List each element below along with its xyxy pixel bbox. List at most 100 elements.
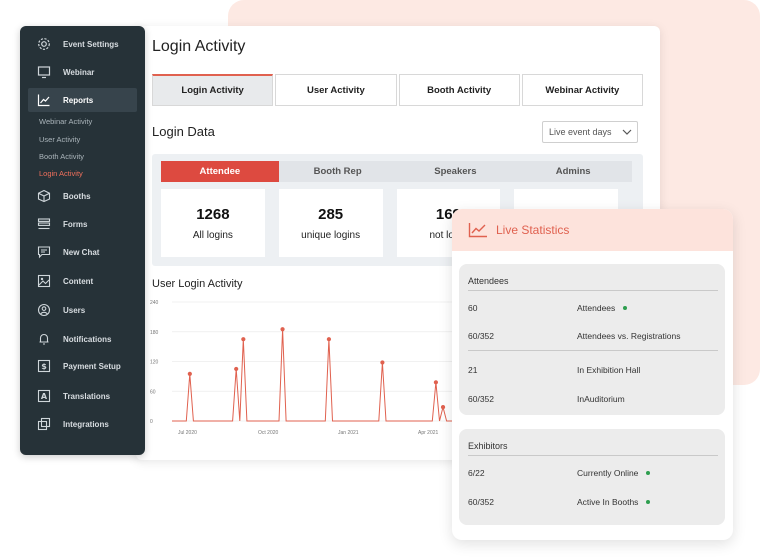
sidebar-item-content[interactable]: Content (28, 269, 137, 293)
forms-icon (37, 218, 51, 230)
sidebar-item-event-settings[interactable]: Event Settings (28, 32, 137, 56)
sidebar-item-users[interactable]: Users (28, 298, 137, 322)
x-tick-label: Jan 2021 (338, 430, 359, 436)
online-status-dot (623, 306, 628, 310)
stat-label: All logins (192, 229, 233, 241)
y-tick-label: 180 (150, 330, 159, 336)
user-login-activity-chart: 240 180 120 60 0 Jul 2020 Oct 2020 Jan 2021 Apr … (150, 300, 468, 436)
event-days-select[interactable]: Live event days (542, 121, 638, 143)
exhibitors-group-title: Exhibitors (468, 441, 508, 451)
live-statistics-header: Live Statistics (452, 209, 733, 251)
tab-webinar-activity[interactable]: Webinar Activity (521, 74, 643, 106)
sidebar-item-notifications[interactable]: Notifications (28, 327, 137, 351)
exhibitors-group: Exhibitors 6/22 Currently Online 60/352 … (459, 429, 725, 525)
x-tick-label: Jul 2020 (178, 430, 197, 436)
divider (468, 290, 718, 291)
sidebar-subitem-login-activity[interactable]: Login Activity (39, 169, 83, 178)
data-point (187, 371, 192, 376)
attendees-group-title: Attendees (468, 276, 509, 286)
chevron-down-icon (622, 129, 632, 135)
segment-speakers[interactable]: Speakers (396, 161, 515, 182)
attendees-group: Attendees 60 Attendees 60/352 Attendees … (459, 264, 725, 415)
tab-login-activity[interactable]: Login Activity (152, 74, 274, 106)
role-segments: Attendee Booth Rep Speakers Admins (161, 161, 632, 182)
login-data-title: Login Data (152, 124, 215, 139)
tab-user-activity[interactable]: User Activity (275, 74, 397, 106)
x-tick-label: Apr 2021 (418, 430, 439, 436)
data-point (234, 366, 239, 372)
sidebar-item-payment-setup[interactable]: $ Payment Setup (28, 354, 137, 378)
divider (468, 350, 718, 351)
svg-text:A: A (41, 392, 48, 401)
page-title: Login Activity (152, 38, 246, 55)
stat-row-value: 60/352 (468, 394, 494, 404)
sidebar-item-forms[interactable]: Forms (28, 212, 137, 236)
activity-tabs: Login Activity User Activity Booth Activ… (152, 74, 643, 106)
divider (468, 455, 718, 456)
y-tick-label: 240 (150, 300, 159, 306)
event-days-select-value: Live event days (549, 127, 612, 137)
sidebar-item-label: Content (63, 276, 94, 286)
image-icon (37, 274, 51, 288)
integrations-icon (37, 417, 51, 431)
stat-row-label: In Exhibition Hall (577, 365, 641, 375)
y-tick-label: 0 (150, 419, 153, 425)
chart-title: User Login Activity (152, 278, 243, 290)
live-statistics-panel: Live Statistics Attendees 60 Attendees 6… (452, 209, 733, 540)
sidebar-subitem-booth-activity[interactable]: Booth Activity (39, 152, 85, 161)
data-point (241, 337, 246, 342)
y-tick-label: 60 (150, 389, 156, 395)
sidebar-item-label: Forms (63, 219, 88, 229)
trend-chart-icon (468, 223, 487, 238)
segment-booth-rep[interactable]: Booth Rep (278, 161, 397, 182)
sidebar-subitem-webinar-activity[interactable]: Webinar Activity (39, 117, 93, 126)
sidebar-item-label: Event Settings (63, 39, 119, 49)
data-point (380, 360, 385, 365)
y-tick-label: 120 (150, 360, 159, 366)
chat-icon (37, 246, 51, 259)
chart-icon (37, 94, 50, 107)
stat-row-value: 21 (468, 365, 478, 375)
stat-row-label: InAuditorium (577, 394, 625, 404)
stat-row-label: Active In Booths (577, 497, 651, 507)
stat-label: not login (429, 229, 468, 241)
segment-admins[interactable]: Admins (514, 161, 632, 182)
stat-row-label-text: Active In Booths (577, 497, 639, 507)
sidebar-item-new-chat[interactable]: New Chat (28, 240, 137, 264)
stat-row-label-text: Attendees (577, 303, 616, 313)
data-point (280, 327, 285, 332)
sidebar-item-label: Integrations (63, 419, 109, 429)
sidebar-item-label: Translations (63, 391, 111, 401)
sidebar-item-label: Users (63, 305, 86, 315)
monitor-icon (37, 66, 51, 79)
stat-value: 1268 (196, 205, 230, 223)
stat-row-value: 6/22 (468, 468, 485, 478)
sidebar-item-label: Reports (63, 95, 94, 105)
sidebar-item-translations[interactable]: A Translations (28, 384, 137, 408)
tab-booth-activity[interactable]: Booth Activity (398, 74, 520, 106)
sidebar-item-webinar[interactable]: Webinar (28, 60, 137, 84)
dollar-icon: $ (37, 359, 51, 373)
live-statistics-title: Live Statistics (496, 223, 570, 237)
stat-row-label-text: Currently Online (577, 468, 639, 478)
data-point (326, 337, 332, 342)
translate-icon: A (37, 389, 51, 403)
stat-card-unique-logins: 285 unique logins (278, 189, 383, 257)
stat-row-label: Attendees (577, 303, 628, 313)
x-tick-label: Oct 2020 (258, 430, 279, 436)
box-icon (37, 189, 51, 203)
stat-label: unique logins (301, 229, 361, 241)
sidebar-item-integrations[interactable]: Integrations (28, 412, 137, 436)
sidebar-item-label: Webinar (63, 67, 95, 77)
online-status-dot (646, 471, 651, 475)
sidebar-item-reports[interactable]: Reports (28, 88, 137, 112)
sidebar-item-booths[interactable]: Booths (28, 184, 137, 208)
stat-row-value: 60 (468, 303, 478, 313)
sidebar-subitem-user-activity[interactable]: User Activity (39, 135, 81, 144)
online-status-dot (646, 500, 651, 504)
stat-value: 285 (318, 205, 344, 223)
stat-row-label: Attendees vs. Registrations (577, 331, 681, 341)
sidebar-item-label: Payment Setup (63, 361, 121, 371)
segment-attendee[interactable]: Attendee (161, 161, 279, 182)
svg-text:$: $ (41, 362, 47, 371)
